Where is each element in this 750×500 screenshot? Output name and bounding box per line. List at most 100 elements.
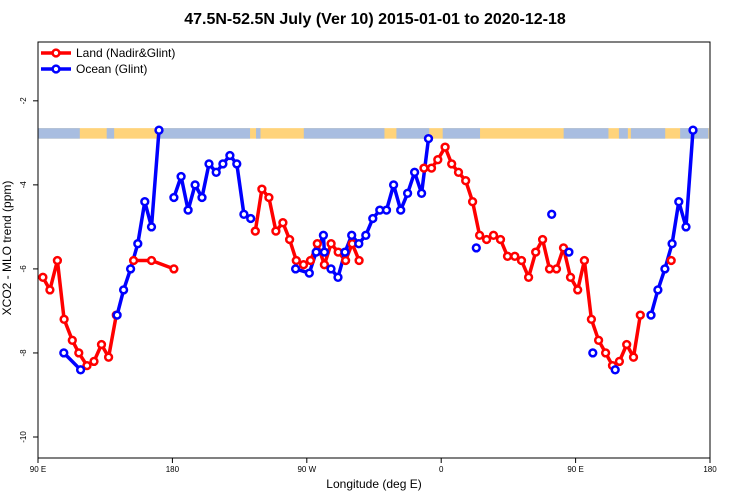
ocean-data-point [416,188,427,198]
ocean-data-point [340,247,350,257]
ocean-data-point [396,205,406,215]
land-data-point [319,260,330,270]
ocean-band-segment [157,128,251,139]
land-data-point [579,255,590,266]
ocean-data-point [547,209,557,219]
land-data-point [622,339,632,350]
ocean-data-point [239,209,249,219]
ocean-data-point [290,264,301,274]
ocean-data-point [125,264,136,274]
ocean-band-segment [396,128,430,139]
ocean-data-point [140,197,150,207]
land-data-point [271,226,281,236]
land-data-point [89,356,99,367]
ocean-data-point [319,247,330,257]
land-data-point [593,335,604,345]
land-data-point [573,285,583,295]
ocean-data-point [388,180,399,190]
ocean-data-point [688,125,698,135]
land-data-point [298,260,309,270]
ocean-data-point [681,222,691,232]
ocean-data-point [211,167,221,177]
x-tick-label: 90 E [30,465,46,474]
ocean-data-point [423,133,434,144]
land-data-point [74,348,84,358]
land-data-point [635,310,645,320]
y-tick-label: -10 [19,431,28,443]
plot-frame [37,41,711,459]
y-axis-ticks: -2 -4 -6 -8 -10 [19,97,38,443]
land-data-point [440,142,450,152]
land-data-point [516,255,527,266]
ocean-data-point [646,310,656,320]
series-lines [41,130,695,372]
y-tick-label: -2 [19,97,28,105]
ocean-data-point [409,167,420,177]
land-data-point [264,192,274,203]
ocean-data-point [326,264,336,274]
land-data-point [169,264,179,274]
legend-ocean-marker [51,64,61,74]
ocean-band-segment [256,128,261,139]
land-data-point [666,255,676,266]
land-data-point [52,255,63,266]
land-data-point [586,314,597,324]
ocean-band-segment [630,128,666,139]
land-data-point [146,255,157,266]
ocean-data-point [154,125,164,135]
ocean-data-point [354,239,364,249]
land-data-point [565,272,576,282]
ocean-data-point [59,348,69,358]
ocean-data-point [564,247,574,257]
ocean-data-point [402,188,413,198]
x-axis-ticks: 90 E 180 90 W 0 90 E 180 [30,458,717,474]
ocean-data-point [204,159,214,169]
ocean-data-point [112,310,122,320]
ocean-data-point [653,285,663,295]
land-data-point [510,251,520,261]
x-tick-label: 180 [703,465,717,474]
land-data-point [128,255,139,266]
chart-title: 47.5N-52.5N July (Ver 10) 2015-01-01 to … [184,11,566,28]
land-data-point [523,272,534,282]
ocean-data-point [318,230,329,240]
ocean-data-point [304,268,314,278]
legend-land-marker [51,48,61,58]
x-tick-label: 180 [166,465,180,474]
land-data-point [291,255,301,266]
ocean-data-point [368,213,378,224]
ocean-data-point [674,197,684,207]
land-data-point [474,230,485,240]
ocean-data-point [118,285,129,295]
ocean-data-point [190,180,200,190]
land-data-point [488,230,499,240]
ocean-data-point [225,150,235,161]
ocean-data-point [361,230,371,240]
ocean-data-point [169,192,179,203]
ocean-data-point [660,264,670,274]
ocean-data-point [176,171,186,182]
land-data-point [531,247,541,257]
land-data-point [67,335,77,345]
ocean-data-point [333,272,343,282]
land-data-point [278,218,288,228]
land-series-line [424,145,643,368]
land-data-point [82,360,92,371]
land-data-point [45,285,55,295]
x-axis-label: Longitude (deg E) [326,477,421,491]
legend-ocean-label: Ocean (Glint) [76,62,147,76]
y-axis-label: XCO2 - MLO trend (ppm) [0,181,14,316]
ocean-data-point [347,230,357,240]
ocean-data-point [197,192,207,203]
ocean-data-point [183,205,193,215]
legend: Land (Nadir&Glint) Ocean (Glint) [41,46,175,76]
land-data-point [537,234,548,245]
land-data-point [628,352,639,362]
y-tick-label: -6 [19,265,28,273]
ocean-data-point [75,365,86,375]
x-tick-label: 0 [439,465,444,474]
land-data-point [426,163,437,173]
land-data-point [312,239,322,249]
land-data-point [433,155,443,165]
